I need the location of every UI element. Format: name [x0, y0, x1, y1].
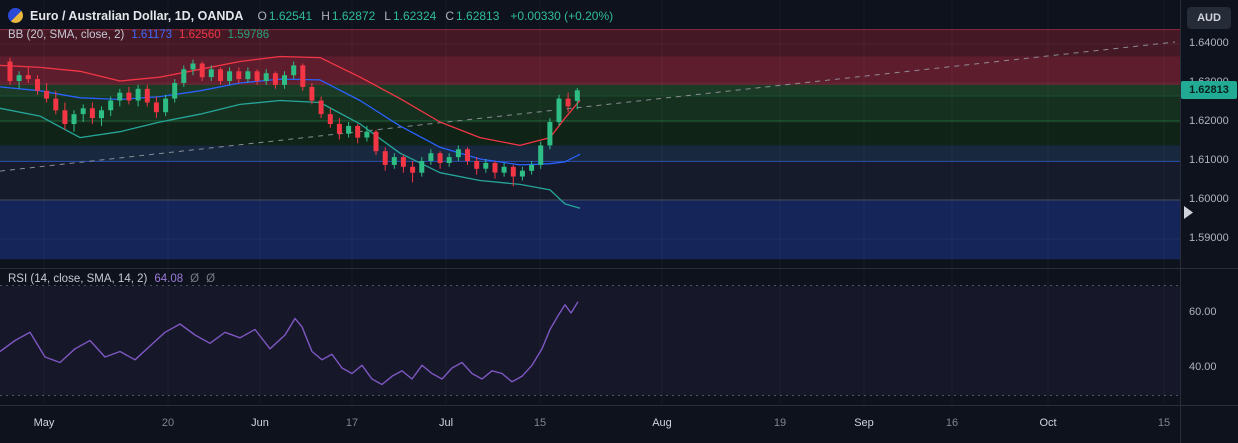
symbol-title: Euro / Australian Dollar, 1D, OANDA [30, 8, 244, 23]
rsi-axis-label: 40.00 [1189, 361, 1217, 373]
rsi-hidden-value-2: Ø [206, 273, 216, 285]
change-value: +0.00330 (+0.20%) [510, 8, 614, 23]
rsi-axis-label: 60.00 [1189, 306, 1217, 318]
price-axis-label: 1.60000 [1189, 193, 1229, 205]
time-axis-label: 16 [945, 417, 959, 429]
symbol-legend[interactable]: Euro / Australian Dollar, 1D, OANDA O 1.6… [8, 8, 613, 23]
time-axis-label: 17 [345, 417, 359, 429]
time-axis-label: May [33, 417, 55, 429]
time-axis-label: 20 [161, 417, 175, 429]
ohlc-values: O 1.62541 H 1.62872 L 1.62324 C 1.62813 +0.0… [250, 9, 613, 23]
bb-basis-value: 1.61173 [131, 29, 173, 41]
time-axis-label: 19 [773, 417, 787, 429]
low-label: L [384, 8, 391, 23]
time-axis-label: Aug [652, 417, 672, 429]
time-axis-label: Jul [438, 417, 454, 429]
time-axis-label: 15 [1157, 417, 1171, 429]
currency-badge[interactable]: AUD [1187, 7, 1231, 29]
time-axis-label: Oct [1039, 417, 1057, 429]
price-axis-label: 1.61000 [1189, 154, 1229, 166]
time-axis[interactable]: May 20 Jun 17 Jul 15 Aug 19 Sep 16 Oct 15 [0, 406, 1238, 443]
time-axis-label: Sep [854, 417, 874, 429]
bb-title: BB (20, SMA, close, 2) [8, 29, 125, 41]
high-value: 1.62872 [331, 8, 376, 23]
price-axis[interactable]: 1.640001.630001.620001.610001.600001.590… [1181, 0, 1238, 443]
last-price-tag: 1.62813 [1181, 81, 1237, 99]
low-value: 1.62324 [392, 8, 437, 23]
bb-indicator-legend[interactable]: BB (20, SMA, close, 2) 1.61173 1.62560 1… [8, 29, 269, 41]
rsi-indicator-legend[interactable]: RSI (14, close, SMA, 14, 2) 64.08 Ø Ø [8, 273, 215, 285]
price-axis-label: 1.64000 [1189, 37, 1229, 49]
realtime-arrow-icon[interactable] [1184, 206, 1193, 219]
bb-lower-value: 1.59786 [227, 29, 270, 41]
currency-badge-label: AUD [1197, 12, 1221, 24]
open-label: O [257, 8, 267, 23]
time-axis-label: Jun [251, 417, 269, 429]
price-axis-label: 1.62000 [1189, 115, 1229, 127]
open-value: 1.62541 [268, 8, 313, 23]
high-label: H [321, 8, 330, 23]
time-axis-label: 15 [533, 417, 547, 429]
close-label: C [445, 8, 455, 23]
rsi-title: RSI (14, close, SMA, 14, 2) [8, 273, 148, 285]
price-axis-label: 1.59000 [1189, 232, 1229, 244]
bb-upper-value: 1.62560 [179, 29, 221, 41]
rsi-value: 64.08 [154, 273, 184, 285]
last-price-value: 1.62813 [1189, 84, 1229, 96]
rsi-hidden-value-1: Ø [190, 273, 200, 285]
close-value: 1.62813 [456, 8, 500, 23]
symbol-logo-icon [8, 8, 23, 23]
